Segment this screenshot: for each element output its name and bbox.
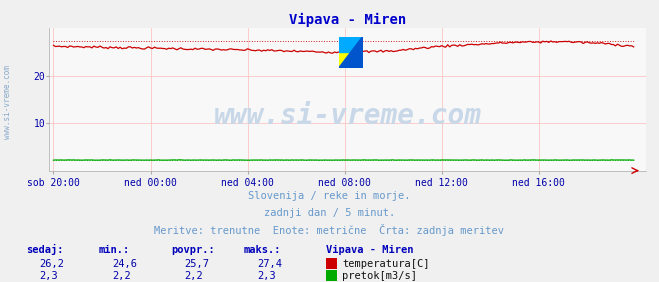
Text: www.si-vreme.com: www.si-vreme.com: [3, 65, 13, 138]
Text: 2,3: 2,3: [40, 271, 58, 281]
Text: zadnji dan / 5 minut.: zadnji dan / 5 minut.: [264, 208, 395, 218]
Text: 2,3: 2,3: [257, 271, 275, 281]
Polygon shape: [339, 37, 362, 68]
Text: maks.:: maks.:: [244, 244, 281, 255]
Text: min.:: min.:: [99, 244, 130, 255]
Title: Vipava - Miren: Vipava - Miren: [289, 13, 406, 27]
Text: pretok[m3/s]: pretok[m3/s]: [342, 271, 417, 281]
Text: Vipava - Miren: Vipava - Miren: [326, 244, 414, 255]
Text: 24,6: 24,6: [112, 259, 137, 269]
Text: povpr.:: povpr.:: [171, 244, 215, 255]
Text: Slovenija / reke in morje.: Slovenija / reke in morje.: [248, 191, 411, 201]
Polygon shape: [339, 52, 362, 68]
Text: 2,2: 2,2: [112, 271, 130, 281]
Text: 26,2: 26,2: [40, 259, 65, 269]
Text: sedaj:: sedaj:: [26, 244, 64, 255]
Text: 25,7: 25,7: [185, 259, 210, 269]
Text: temperatura[C]: temperatura[C]: [342, 259, 430, 269]
Text: 27,4: 27,4: [257, 259, 282, 269]
Polygon shape: [339, 37, 362, 52]
Text: 2,2: 2,2: [185, 271, 203, 281]
Text: www.si-vreme.com: www.si-vreme.com: [214, 102, 482, 131]
Text: Meritve: trenutne  Enote: metrične  Črta: zadnja meritev: Meritve: trenutne Enote: metrične Črta: …: [154, 224, 505, 236]
